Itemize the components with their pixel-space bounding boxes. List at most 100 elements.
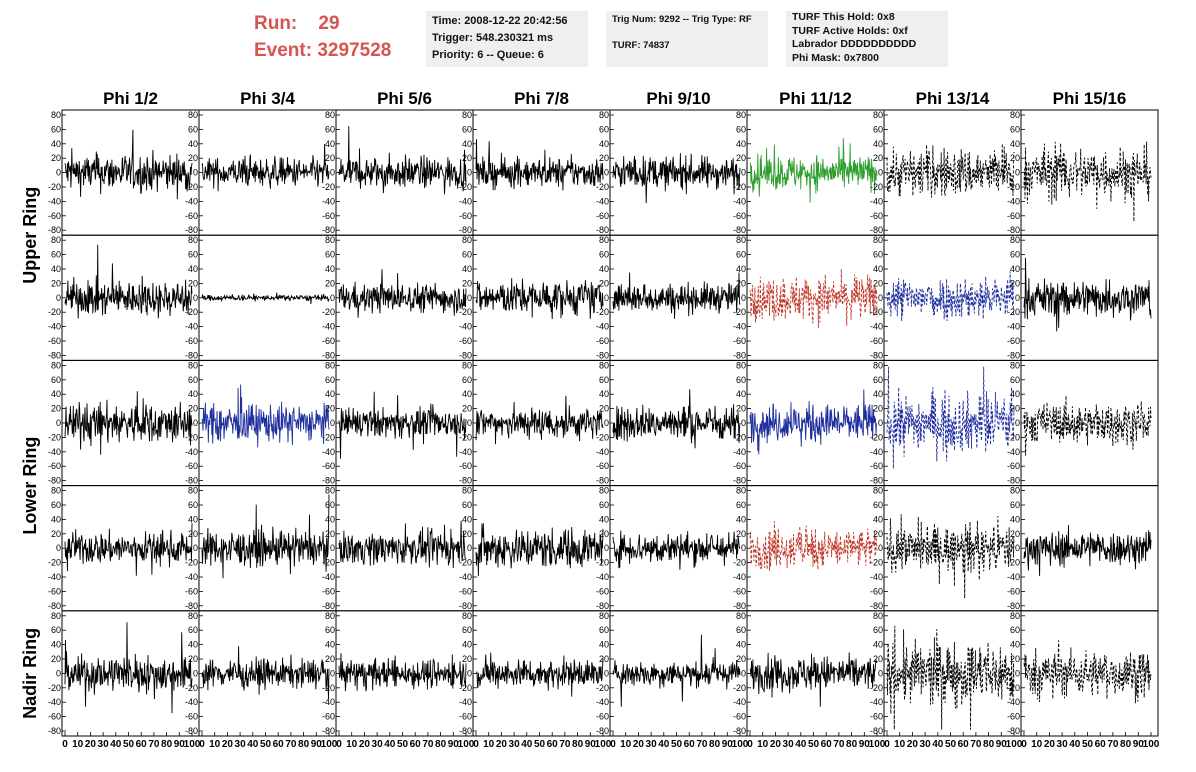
x-tick-label: 90	[448, 739, 460, 750]
event-value: 3297528	[317, 40, 392, 61]
y-tick-label: -40	[733, 697, 746, 707]
y-tick-label: 80	[736, 235, 746, 245]
y-tick-label: -20	[48, 307, 61, 317]
y-tick-label: 80	[1010, 360, 1020, 370]
y-tick-label: -80	[459, 601, 472, 611]
y-tick-label: 0	[56, 293, 61, 303]
y-tick-label: -20	[870, 558, 883, 568]
y-tick-label: 40	[599, 514, 609, 524]
x-tick-label: 20	[85, 739, 97, 750]
y-tick-label: 80	[51, 360, 61, 370]
y-tick-label: -40	[870, 447, 883, 457]
run-line: Run: 29	[254, 10, 391, 37]
y-tick-label: 40	[1010, 640, 1020, 650]
y-tick-label: -40	[1007, 447, 1020, 457]
y-tick-label: 60	[736, 625, 746, 635]
y-tick-label: -20	[185, 558, 198, 568]
x-tick-label: 10	[209, 739, 221, 750]
waveform-trace	[1023, 257, 1152, 332]
y-tick-label: 40	[873, 389, 883, 399]
y-tick-label: -20	[322, 683, 335, 693]
y-tick-label: 20	[599, 404, 609, 414]
y-tick-label: 0	[467, 418, 472, 428]
y-tick-label: 80	[599, 486, 609, 496]
x-tick-label: 50	[1082, 739, 1094, 750]
waveform-trace	[201, 384, 330, 448]
y-tick-label: 40	[736, 139, 746, 149]
x-tick-label: 30	[372, 739, 384, 750]
y-tick-label: 60	[325, 124, 335, 134]
y-tick-label: 60	[188, 375, 198, 385]
x-tick-label: 10	[620, 739, 632, 750]
waveform-panel: -80 -60 -40 -20 0 20 40 60 80	[322, 109, 474, 236]
y-tick-label: -60	[596, 586, 609, 596]
y-tick-label: 0	[56, 168, 61, 178]
waveform-panel: -80 -60 -40 -20 0 20 40 60 80	[733, 610, 885, 737]
y-tick-label: 80	[599, 235, 609, 245]
waveform-panel: -80 -60 -40 -20 0 20 40 60 80	[48, 234, 200, 361]
trigger-info-box: Trig Num: 9292 -- Trig Type: RF TURF: 74…	[606, 11, 768, 67]
x-tick-label: 0	[884, 739, 890, 750]
y-tick-label: -40	[185, 697, 198, 707]
y-tick-label: -40	[48, 697, 61, 707]
y-tick-label: -20	[596, 182, 609, 192]
y-tick-label: 0	[741, 168, 746, 178]
y-tick-label: 20	[599, 654, 609, 664]
y-tick-label: 40	[1010, 264, 1020, 274]
y-tick-label: 80	[51, 235, 61, 245]
y-tick-label: 80	[462, 486, 472, 496]
y-tick-label: 60	[873, 124, 883, 134]
y-tick-label: -60	[322, 586, 335, 596]
y-tick-label: 0	[193, 543, 198, 553]
x-tick-label: 40	[1069, 739, 1081, 750]
panel-frame	[1020, 359, 1159, 487]
y-tick-label: -60	[1007, 586, 1020, 596]
x-tick-label: 20	[633, 739, 645, 750]
turf-info-box: TURF This Hold: 0x8 TURF Active Holds: 0…	[786, 11, 948, 67]
x-tick-label: 80	[298, 739, 310, 750]
x-tick-label: 30	[1057, 739, 1069, 750]
phi-mask-text: Phi Mask: 0x7800	[792, 51, 879, 64]
y-tick-label: -40	[596, 572, 609, 582]
x-tick-label: 40	[384, 739, 396, 750]
y-tick-label: -60	[733, 712, 746, 722]
x-tick-label: 40	[110, 739, 122, 750]
waveform-trace	[64, 129, 193, 200]
y-tick-label: 40	[462, 640, 472, 650]
y-tick-label: 20	[873, 153, 883, 163]
y-tick-label: 20	[1010, 404, 1020, 414]
y-tick-label: 40	[188, 139, 198, 149]
waveform-trace	[749, 521, 878, 571]
y-tick-label: 40	[462, 264, 472, 274]
y-tick-label: -40	[185, 322, 198, 332]
waveform-panel: -80 -60 -40 -20 0 20 40 60 80	[459, 485, 611, 612]
y-tick-label: -80	[870, 476, 883, 486]
x-tick-label: 60	[410, 739, 422, 750]
waveform-trace	[475, 523, 604, 577]
event-label: Event:	[254, 40, 313, 61]
y-tick-label: -80	[870, 225, 883, 235]
waveform-panel: -80 -60 -40 -20 0 20 40 60 80	[733, 109, 885, 236]
x-tick-label: 50	[945, 739, 957, 750]
x-tick-label: 30	[509, 739, 521, 750]
y-tick-label: 0	[604, 293, 609, 303]
y-tick-label: 60	[325, 500, 335, 510]
y-tick-label: 0	[878, 668, 883, 678]
y-tick-label: -80	[1007, 476, 1020, 486]
column-title: Phi 3/4	[240, 89, 295, 108]
y-tick-label: -40	[870, 697, 883, 707]
y-tick-label: 20	[736, 654, 746, 664]
waveform-panel: -80 -60 -40 -20 0 20 40 60 80	[185, 109, 337, 236]
x-tick-label: 90	[585, 739, 597, 750]
y-tick-label: 40	[1010, 389, 1020, 399]
y-tick-label: -80	[1007, 601, 1020, 611]
y-tick-label: 60	[1010, 124, 1020, 134]
y-tick-label: -20	[322, 432, 335, 442]
y-tick-label: 60	[1010, 625, 1020, 635]
waveform-trace	[475, 395, 604, 445]
y-tick-label: -60	[185, 712, 198, 722]
x-tick-label: 70	[833, 739, 845, 750]
y-tick-label: 0	[741, 668, 746, 678]
trigger-text: Trigger: 548.230321 ms	[432, 32, 554, 44]
y-tick-label: -20	[322, 558, 335, 568]
